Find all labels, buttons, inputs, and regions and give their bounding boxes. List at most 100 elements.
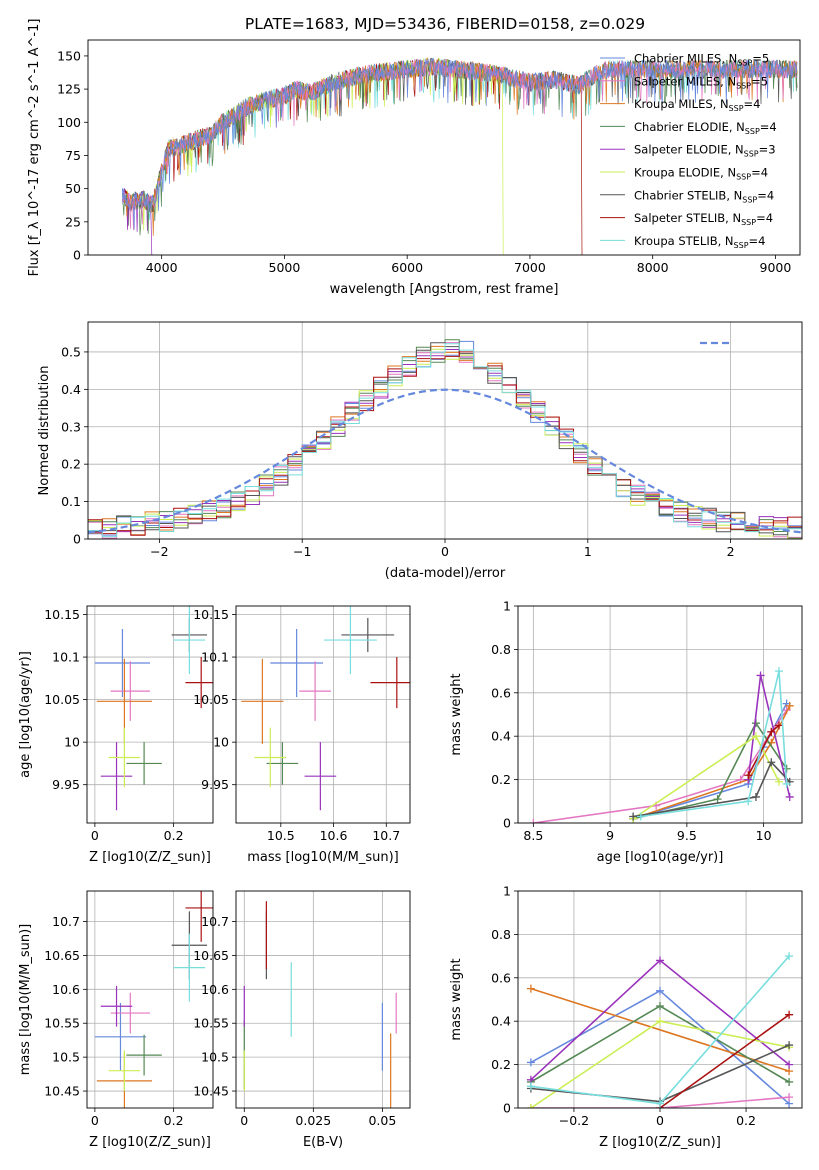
errorbar-point xyxy=(94,1002,147,1071)
y-tick-label: 10.45 xyxy=(44,1084,80,1099)
y-tick-label: 10.7 xyxy=(201,914,229,929)
y-tick-label: 50 xyxy=(65,181,81,196)
x-axis-label: E(B-V) xyxy=(303,1135,343,1150)
errorbar-point xyxy=(299,661,331,721)
y-tick-label: 150 xyxy=(57,48,81,63)
weight-line-3 xyxy=(632,721,788,820)
weight-marker xyxy=(744,771,753,780)
weight-marker xyxy=(751,732,760,741)
axes-frame xyxy=(235,605,411,824)
y-axis-label: mass weight xyxy=(449,673,464,755)
weight-marker xyxy=(656,1017,664,1026)
legend-entry: Chabrier STELIB, NSSP=4 xyxy=(634,188,774,204)
x-tick-label: 10.6 xyxy=(320,828,348,843)
x-tick-label: 0 xyxy=(656,1113,664,1128)
errorbar-point xyxy=(110,992,150,1034)
weight-marker xyxy=(636,812,645,821)
x-tick-label: 5000 xyxy=(269,260,301,275)
weight-marker xyxy=(629,812,638,821)
weight-marker xyxy=(774,667,783,676)
weight-marker xyxy=(785,1093,794,1102)
y-tick-label: 25 xyxy=(65,214,81,229)
errorbar-point xyxy=(254,727,287,788)
y-tick-label: 100 xyxy=(57,115,81,130)
spectrum-series-1 xyxy=(122,58,798,231)
errorbar-point xyxy=(370,657,410,709)
y-tick-label: 10.6 xyxy=(52,982,80,997)
x-tick-label: −0.2 xyxy=(559,1113,589,1128)
y-tick-label: 10.65 xyxy=(193,948,229,963)
y-tick-label: 0.1 xyxy=(61,494,81,509)
x-tick-label: 0.05 xyxy=(368,1113,396,1128)
weight-marker xyxy=(526,1058,535,1067)
y-tick-label: 125 xyxy=(57,82,81,97)
y-axis-label: mass weight xyxy=(449,958,464,1040)
weight-marker xyxy=(526,1104,535,1108)
x-tick-label: 10.7 xyxy=(372,828,400,843)
x-tick-label: 9000 xyxy=(760,260,792,275)
x-tick-label: 0 xyxy=(91,1113,99,1128)
x-tick-label: 2 xyxy=(727,544,735,559)
y-tick-label: 10 xyxy=(213,735,229,750)
x-tick-label: 10 xyxy=(756,828,772,843)
plot-area xyxy=(526,952,794,1108)
weight-marker xyxy=(756,671,765,680)
x-tick-label: 9.5 xyxy=(677,828,697,843)
plot-area xyxy=(529,667,794,823)
panel-residuals: −2 −1 0 1 2 0 0.1 0.2 0.3 0.4 0.5 (data-model)/erro… xyxy=(37,321,803,581)
y-axis-label: Flux [f_λ 10^-17 erg cm^-2 s^-1 A^-1] xyxy=(27,19,42,277)
axes-frame xyxy=(517,890,803,1109)
errorbar-point xyxy=(108,1050,141,1092)
y-tick-label: 10.7 xyxy=(52,914,80,929)
x-axis-label: wavelength [Angstrom, rest frame] xyxy=(330,282,559,297)
x-tick-label: 4000 xyxy=(146,260,178,275)
x-tick-label: 1 xyxy=(584,544,592,559)
y-tick-label: 10.5 xyxy=(52,1050,80,1065)
weight-marker xyxy=(785,1041,794,1050)
y-tick-label: 10.15 xyxy=(44,607,80,622)
y-tick-label: 9.95 xyxy=(52,777,80,792)
axes-frame xyxy=(86,605,214,824)
weight-marker xyxy=(785,701,794,710)
panel-spectrum: 4000 5000 6000 7000 8000 9000 0 25 50 75 100 125 150… xyxy=(27,19,801,297)
x-tick-label: 8.5 xyxy=(523,828,543,843)
y-tick-label: 0.8 xyxy=(491,642,511,657)
y-tick-label: 10.1 xyxy=(52,650,80,665)
legend-entry: Chabrier MILES, NSSP=5 xyxy=(634,52,769,68)
weight-marker xyxy=(785,792,794,801)
errorbar-point xyxy=(100,742,133,811)
panel-mass-weight-vs-Z: −0.2 0 0.2 0 0.2 0.4 0.6 0.8 1 Z [log10(Z/Z_sun)]… xyxy=(449,884,803,1150)
weight-marker xyxy=(767,758,776,767)
weight-marker xyxy=(785,952,794,961)
errorbar-point xyxy=(110,661,150,721)
y-tick-label: 0.4 xyxy=(491,729,511,744)
y-tick-label: 10.5 xyxy=(201,1050,229,1065)
axes-frame xyxy=(87,321,803,540)
y-tick-label: 10.55 xyxy=(44,1016,80,1031)
y-tick-label: 10.05 xyxy=(44,692,80,707)
y-tick-label: 10.15 xyxy=(193,607,229,622)
weight-marker xyxy=(529,819,538,823)
weight-marker xyxy=(785,1010,794,1019)
y-tick-label: 10.6 xyxy=(201,982,229,997)
y-axis-label: age [log10(age/yr)] xyxy=(18,651,33,778)
legend-entry: Kroupa MILES, NSSP=4 xyxy=(634,97,760,113)
y-tick-label: 0.2 xyxy=(491,1057,511,1072)
weight-marker xyxy=(656,956,664,965)
x-tick-label: 10.5 xyxy=(267,828,295,843)
x-axis-label: Z [log10(Z/Z_sun)] xyxy=(89,850,211,865)
panel-age-vs-mass: 10.5 10.6 10.7 9.95 10 10.05 10.1 10.15 mass [lo… xyxy=(193,605,411,865)
y-tick-label: 0.6 xyxy=(491,970,511,985)
weight-line-2 xyxy=(632,705,791,820)
x-axis-label: Z [log10(Z/Z_sun)] xyxy=(89,1135,211,1150)
axes-frame xyxy=(517,605,803,824)
errorbar-point xyxy=(108,727,141,788)
y-tick-label: 1 xyxy=(503,884,511,899)
errorbar-point xyxy=(266,742,299,785)
legend-entry: Salpeter STELIB, NSSP=4 xyxy=(634,211,773,227)
errorbar-point xyxy=(126,742,162,785)
weight-marker xyxy=(751,792,760,801)
errorbar-point xyxy=(241,658,284,744)
y-tick-label: 0.4 xyxy=(61,382,81,397)
